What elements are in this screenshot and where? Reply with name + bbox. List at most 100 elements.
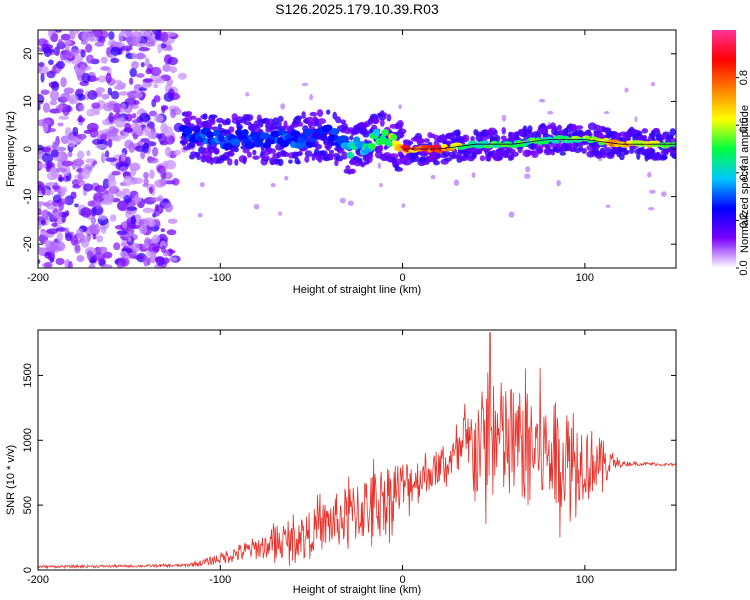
- heatmap-cell: [81, 239, 90, 248]
- heatmap-cell: [649, 189, 656, 194]
- heatmap-cell: [661, 154, 668, 160]
- heatmap-cell: [278, 211, 283, 216]
- heatmap-cell: [134, 193, 140, 205]
- heatmap-cell: [168, 88, 175, 98]
- heatmap-cell: [87, 200, 96, 207]
- heatmap-cell: [397, 128, 407, 135]
- heatmap-cell: [389, 153, 399, 160]
- heatmap-cell: [153, 95, 161, 103]
- heatmap-cell: [143, 171, 149, 179]
- heatmap-cell: [339, 197, 346, 204]
- heatmap-cell: [320, 133, 328, 141]
- heatmap-cell: [348, 135, 354, 141]
- heatmap-cell: [508, 211, 515, 218]
- heatmap-cell: [119, 91, 129, 96]
- heatmap-cell: [98, 215, 108, 220]
- heatmap-cell: [160, 168, 167, 173]
- heatmap-cell: [113, 242, 121, 251]
- heatmap-cell: [170, 108, 177, 119]
- heatmap-cell: [95, 87, 105, 94]
- heatmap-cell: [550, 151, 556, 156]
- y-tick-label: 0: [22, 567, 34, 573]
- heatmap-cell: [148, 110, 158, 117]
- heatmap-cell: [551, 139, 560, 144]
- heatmap-cell: [368, 142, 376, 150]
- heatmap-cell: [167, 56, 179, 66]
- heatmap-cell: [575, 125, 584, 130]
- heatmap-cell: [102, 251, 113, 259]
- heatmap-cell: [108, 185, 120, 194]
- heatmap-cell: [665, 135, 674, 141]
- heatmap-cell: [38, 221, 42, 231]
- heatmap-cell: [165, 44, 172, 50]
- heatmap-cell: [153, 83, 159, 89]
- heatmap-cell: [104, 150, 110, 158]
- heatmap-cell: [58, 38, 63, 45]
- heatmap-cell: [105, 72, 112, 84]
- heatmap-cell: [209, 114, 218, 119]
- heatmap-cell: [50, 81, 60, 92]
- heatmap-cell: [129, 77, 134, 85]
- heatmap-cell: [166, 229, 177, 236]
- heatmap-cell: [85, 43, 93, 53]
- heatmap-cell: [277, 115, 284, 123]
- heatmap-cell: [462, 134, 470, 143]
- y-tick-label: 10: [22, 95, 34, 107]
- heatmap-cell: [259, 132, 270, 140]
- heatmap-cell: [155, 211, 160, 217]
- heatmap-cell: [126, 206, 138, 211]
- heatmap-cell: [244, 141, 255, 149]
- heatmap-cell: [148, 186, 154, 194]
- heatmap-cell: [43, 189, 55, 196]
- colorbar-ticks: 0.0 0.2 0.4 0.6 0.8: [736, 70, 750, 276]
- heatmap-cell: [670, 149, 676, 158]
- heatmap-cell: [76, 228, 84, 237]
- heatmap-cell: [76, 88, 84, 95]
- heatmap-cell: [103, 66, 109, 71]
- heatmap-cell: [143, 255, 150, 267]
- heatmap-cell: [98, 36, 106, 44]
- heatmap-cell: [139, 112, 151, 123]
- heatmap-cell: [72, 184, 81, 189]
- heatmap-cell: [71, 160, 77, 170]
- heatmap-cell: [202, 113, 208, 120]
- heatmap-cell: [149, 169, 155, 179]
- heatmap-cell: [501, 127, 506, 135]
- heatmap-cell: [379, 183, 383, 188]
- heatmap-cell: [88, 224, 97, 234]
- heatmap-cell: [222, 142, 233, 150]
- heatmap-cell: [80, 207, 92, 218]
- heatmap-cell: [241, 129, 249, 137]
- x-tick-label: -100: [209, 272, 231, 284]
- heatmap-cell: [276, 121, 282, 126]
- heatmap-cell: [118, 32, 124, 43]
- heatmap-cell: [77, 133, 87, 140]
- heatmap-cell: [379, 118, 385, 127]
- heatmap-cell: [76, 255, 85, 263]
- heatmap-cell: [41, 146, 52, 153]
- heatmap-cell: [142, 142, 150, 154]
- heatmap-cell: [92, 205, 104, 216]
- heatmap-cell: [129, 67, 137, 78]
- heatmap-cell: [51, 208, 63, 220]
- heatmap-cell: [454, 129, 461, 137]
- heatmap-cell: [290, 141, 297, 149]
- heatmap-cell: [298, 150, 303, 157]
- heatmap-cell: [154, 78, 165, 84]
- heatmap-cell: [453, 179, 460, 187]
- heatmap-cell: [119, 250, 128, 258]
- heatmap-cell: [228, 150, 235, 157]
- heatmap-cell: [661, 191, 667, 197]
- heatmap-cell: [634, 116, 638, 123]
- heatmap-cell: [471, 172, 476, 179]
- heatmap-cell: [65, 210, 70, 217]
- heatmap-cell: [346, 151, 354, 159]
- heatmap-cell: [421, 144, 432, 149]
- heatmap-cell: [153, 114, 164, 123]
- heatmap-cell: [117, 82, 127, 88]
- heatmap-cell: [148, 157, 159, 164]
- heatmap-cell: [117, 262, 123, 268]
- heatmap-cell: [236, 123, 243, 131]
- heatmap-cell: [163, 126, 173, 137]
